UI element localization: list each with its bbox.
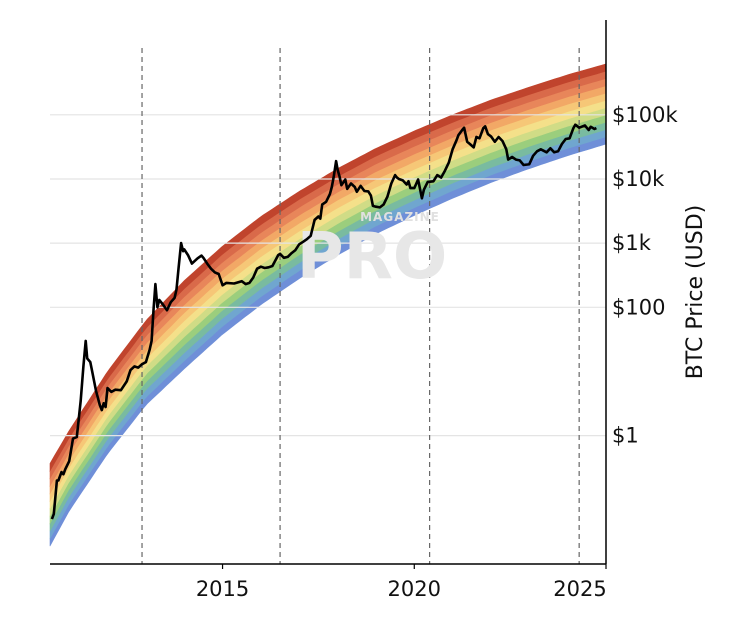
y-tick-label: $10k: [612, 167, 665, 191]
y-tick-labels: $1 $100 $1k $10k $100k: [612, 103, 678, 448]
y-tick-label: $1k: [612, 231, 652, 255]
y-tick-label: $1: [612, 424, 639, 448]
axes: [50, 20, 607, 565]
watermark-sub: MAGAZINE: [360, 210, 440, 224]
x-tick-label: 2015: [196, 577, 249, 601]
watermark: MAGAZINE PRO: [297, 210, 448, 294]
y-tick-label: $100: [612, 295, 665, 319]
watermark-main: PRO: [297, 220, 448, 294]
halving-lines: [141, 48, 580, 564]
price-series: [50, 123, 597, 520]
x-tick-label: 2020: [388, 577, 441, 601]
x-tick-label: 2025: [553, 577, 606, 601]
price-line: [50, 123, 597, 520]
y-axis-label: BTC Price (USD): [683, 205, 708, 379]
rainbow-bands: [49, 63, 607, 547]
y-tick-label: $100k: [612, 103, 678, 127]
grid-lines: [50, 114, 606, 437]
x-tick-labels: 2015 2020 2025: [196, 564, 607, 601]
